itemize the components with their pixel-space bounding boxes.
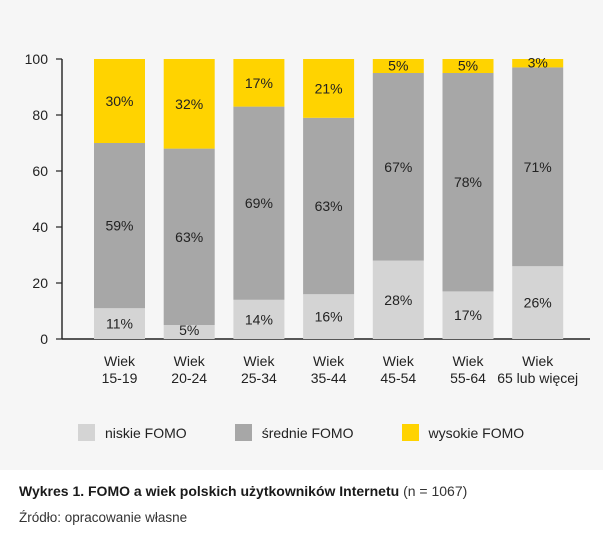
data-label: 16% xyxy=(315,309,343,325)
legend-swatch xyxy=(401,424,419,441)
data-label: 17% xyxy=(454,307,482,323)
bar-segment xyxy=(372,260,424,339)
bar-segment xyxy=(303,294,355,339)
x-tick-label: Wiek xyxy=(243,353,275,369)
data-label: 3% xyxy=(528,55,548,71)
data-label: 5% xyxy=(458,58,478,74)
x-tick-label: Wiek xyxy=(383,353,415,369)
data-label: 78% xyxy=(454,174,482,190)
x-tick-label: Wiek xyxy=(104,353,136,369)
x-tick-label: 20-24 xyxy=(171,370,207,386)
data-label: 63% xyxy=(315,198,343,214)
bar-segment xyxy=(372,59,424,73)
bar-segment xyxy=(163,148,215,325)
x-tick-label: 35-44 xyxy=(311,370,347,386)
legend-label: średnie FOMO xyxy=(261,424,354,441)
legend-item: wysokie FOMO xyxy=(401,424,525,441)
legend-swatch xyxy=(234,424,252,441)
bar-segment xyxy=(512,59,564,68)
y-tick-label: 0 xyxy=(40,331,48,347)
data-label: 28% xyxy=(384,292,412,308)
y-tick-label: 80 xyxy=(32,107,48,123)
bar-segment xyxy=(94,59,145,143)
bar-segment xyxy=(442,291,494,339)
bar-segment xyxy=(442,73,494,292)
x-tick-label: 65 lub więcej xyxy=(497,370,578,386)
data-label: 71% xyxy=(524,159,552,175)
x-tick-label: 15-19 xyxy=(102,370,138,386)
bar-segment xyxy=(512,266,564,339)
data-label: 11% xyxy=(106,316,133,332)
bar-segment xyxy=(372,73,424,261)
chart-panel: 0 20 40 60 80 100 11% 59% 30% Wiek 15-19 5% 63% 32% Wi… xyxy=(24,51,590,441)
data-label: 17% xyxy=(245,75,273,91)
x-tick-label: Wiek xyxy=(313,353,345,369)
y-tick-label: 100 xyxy=(25,51,49,67)
caption-sample-size: (n = 1067) xyxy=(403,483,468,499)
x-tick-label: Wiek xyxy=(174,353,206,369)
legend-swatch xyxy=(78,424,95,441)
data-label: 26% xyxy=(524,295,552,311)
y-tick-label: 20 xyxy=(32,275,48,291)
x-tick-label: 55-64 xyxy=(450,370,486,386)
caption-title: Wykres 1. FOMO a wiek polskich użytkowni… xyxy=(19,483,400,499)
bar-segment xyxy=(233,59,285,107)
stacked-bar-chart: 02040608010011%59%30%Wiek15-195%63%32%Wi… xyxy=(25,51,590,386)
legend: niskie FOMO średnie FOMO wysokie FOMO xyxy=(78,424,572,441)
figure-source: Źródło: opracowanie własne xyxy=(19,510,188,525)
bar-segment xyxy=(303,117,355,295)
legend-label: niskie FOMO xyxy=(105,424,187,441)
bar-segment xyxy=(94,308,145,339)
x-tick-label: 25-34 xyxy=(241,370,277,386)
data-label: 32% xyxy=(175,96,203,112)
x-tick-label: 45-54 xyxy=(380,370,416,386)
data-label: 67% xyxy=(384,159,412,175)
bar-segment xyxy=(233,299,285,339)
legend-label: wysokie FOMO xyxy=(428,424,525,441)
data-label: 69% xyxy=(245,195,273,211)
data-label: 5% xyxy=(179,322,199,338)
bar-segment xyxy=(163,59,215,149)
figure-caption: Wykres 1. FOMO a wiek polskich użytkowni… xyxy=(19,483,467,499)
data-label: 21% xyxy=(315,80,343,96)
legend-item: niskie FOMO xyxy=(78,424,187,441)
x-tick-label: Wiek xyxy=(522,353,554,369)
data-label: 63% xyxy=(175,229,203,245)
data-label: 59% xyxy=(105,218,133,234)
bar-segment xyxy=(512,67,564,267)
bar-segment xyxy=(233,106,285,300)
data-label: 14% xyxy=(245,311,273,327)
y-tick-label: 60 xyxy=(32,163,48,179)
bar-segment xyxy=(163,325,215,339)
bar-segment xyxy=(303,59,355,118)
bar-segment xyxy=(94,143,145,309)
bar-segment xyxy=(442,59,494,73)
data-label: 30% xyxy=(105,93,133,109)
data-label: 5% xyxy=(388,58,408,74)
legend-item: średnie FOMO xyxy=(234,424,354,441)
y-tick-label: 40 xyxy=(32,219,48,235)
x-tick-label: Wiek xyxy=(452,353,484,369)
